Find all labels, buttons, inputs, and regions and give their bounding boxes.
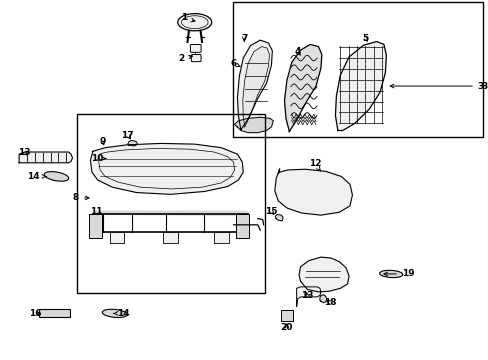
Text: 4: 4 <box>294 47 300 56</box>
Text: 3: 3 <box>389 82 483 91</box>
Text: 8: 8 <box>73 193 89 202</box>
Polygon shape <box>284 44 321 132</box>
Polygon shape <box>234 117 273 133</box>
Polygon shape <box>19 152 72 163</box>
Polygon shape <box>299 257 348 292</box>
Bar <box>39 309 70 317</box>
Polygon shape <box>90 143 243 194</box>
Text: 19: 19 <box>383 269 414 278</box>
Ellipse shape <box>44 172 69 181</box>
Bar <box>77 114 264 293</box>
Polygon shape <box>127 140 137 146</box>
Text: 18: 18 <box>324 298 336 307</box>
Polygon shape <box>274 169 352 215</box>
FancyBboxPatch shape <box>191 54 201 62</box>
Text: 7: 7 <box>241 34 247 43</box>
Text: 11: 11 <box>90 207 103 216</box>
Text: 9: 9 <box>99 137 105 146</box>
Text: 6: 6 <box>230 59 240 68</box>
Text: 14: 14 <box>114 309 129 318</box>
Text: 10: 10 <box>90 154 105 163</box>
Text: 17: 17 <box>121 131 134 140</box>
Ellipse shape <box>178 14 211 31</box>
Polygon shape <box>296 287 320 306</box>
Text: 14: 14 <box>27 172 46 181</box>
Bar <box>214 232 228 243</box>
Text: 3: 3 <box>480 82 486 91</box>
Text: 13: 13 <box>18 148 30 157</box>
Ellipse shape <box>379 270 402 278</box>
Polygon shape <box>237 40 272 130</box>
Text: 20: 20 <box>280 323 292 332</box>
Text: 15: 15 <box>264 207 277 216</box>
Text: 16: 16 <box>29 309 42 318</box>
Polygon shape <box>275 215 283 221</box>
Polygon shape <box>319 295 326 303</box>
Bar <box>89 214 102 238</box>
Text: 13: 13 <box>301 291 313 300</box>
Bar <box>281 310 293 320</box>
Bar <box>110 232 124 243</box>
Polygon shape <box>335 41 386 131</box>
Bar <box>236 214 248 238</box>
Bar <box>232 3 483 137</box>
Polygon shape <box>95 211 247 216</box>
Ellipse shape <box>102 309 127 318</box>
Polygon shape <box>242 46 269 127</box>
FancyBboxPatch shape <box>190 44 201 52</box>
Text: 5: 5 <box>362 34 368 43</box>
Text: 2: 2 <box>178 54 192 63</box>
Text: 12: 12 <box>308 159 321 171</box>
Text: 1: 1 <box>181 13 195 22</box>
Bar <box>163 232 178 243</box>
